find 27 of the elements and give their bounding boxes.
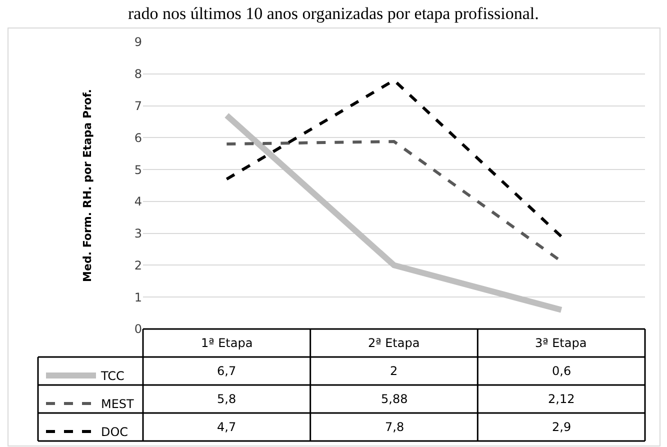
y-tick-label: 2 [134, 258, 142, 272]
data-label: 2,9 [552, 420, 572, 434]
legend-label: MEST [101, 397, 135, 412]
y-axis-title: Med. Form. RH. por Etapa Prof. [81, 89, 94, 282]
y-tick-label: 7 [134, 98, 142, 113]
y-tick-label: 5 [134, 162, 142, 177]
data-label: 6,7 [217, 364, 236, 378]
y-tick-label: 4 [134, 194, 142, 209]
data-label: 2 [390, 364, 398, 378]
y-tick-label: 6 [134, 130, 142, 145]
data-label: 2,12 [548, 392, 575, 406]
data-label: 0,6 [552, 364, 572, 378]
data-label: 5,88 [381, 392, 408, 406]
y-tick-label: 9 [134, 35, 142, 50]
data-label: 4,7 [217, 420, 236, 434]
y-tick-label: 8 [134, 67, 142, 82]
data-label: 5,8 [217, 392, 236, 406]
chart-title: rado nos últimos 10 anos organizadas por etapa profissional. [128, 4, 539, 23]
x-tick-label: 2ª Etapa [368, 336, 420, 350]
x-tick-label: 1ª Etapa [201, 336, 253, 350]
y-tick-label: 0 [134, 322, 142, 336]
legend-label: DOC [101, 425, 128, 440]
y-tick-label: 1 [134, 290, 142, 304]
data-label: 7,8 [385, 420, 404, 434]
legend-label: TCC [100, 369, 124, 384]
y-tick-label: 3 [134, 226, 142, 241]
x-tick-label: 3ª Etapa [535, 336, 587, 350]
